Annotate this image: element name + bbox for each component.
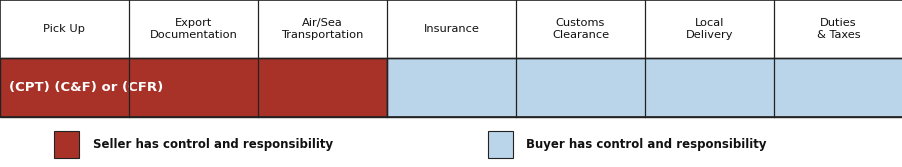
Text: Insurance: Insurance: [423, 24, 479, 34]
Bar: [54, 131, 79, 158]
Text: Pick Up: Pick Up: [43, 24, 86, 34]
Text: Customs
Clearance: Customs Clearance: [551, 18, 608, 40]
Bar: [0, 0, 902, 117]
Text: Export
Documentation: Export Documentation: [150, 18, 237, 40]
Text: Local
Delivery: Local Delivery: [685, 18, 732, 40]
Text: (CPT) (C&F) or (CFR): (CPT) (C&F) or (CFR): [9, 81, 163, 94]
Bar: [0, 58, 387, 117]
Text: Air/Sea
Transportation: Air/Sea Transportation: [281, 18, 364, 40]
Bar: [387, 58, 902, 117]
Text: Duties
& Taxes: Duties & Taxes: [815, 18, 860, 40]
Bar: [487, 131, 512, 158]
Text: Seller has control and responsibility: Seller has control and responsibility: [93, 138, 333, 151]
Text: Buyer has control and responsibility: Buyer has control and responsibility: [526, 138, 766, 151]
